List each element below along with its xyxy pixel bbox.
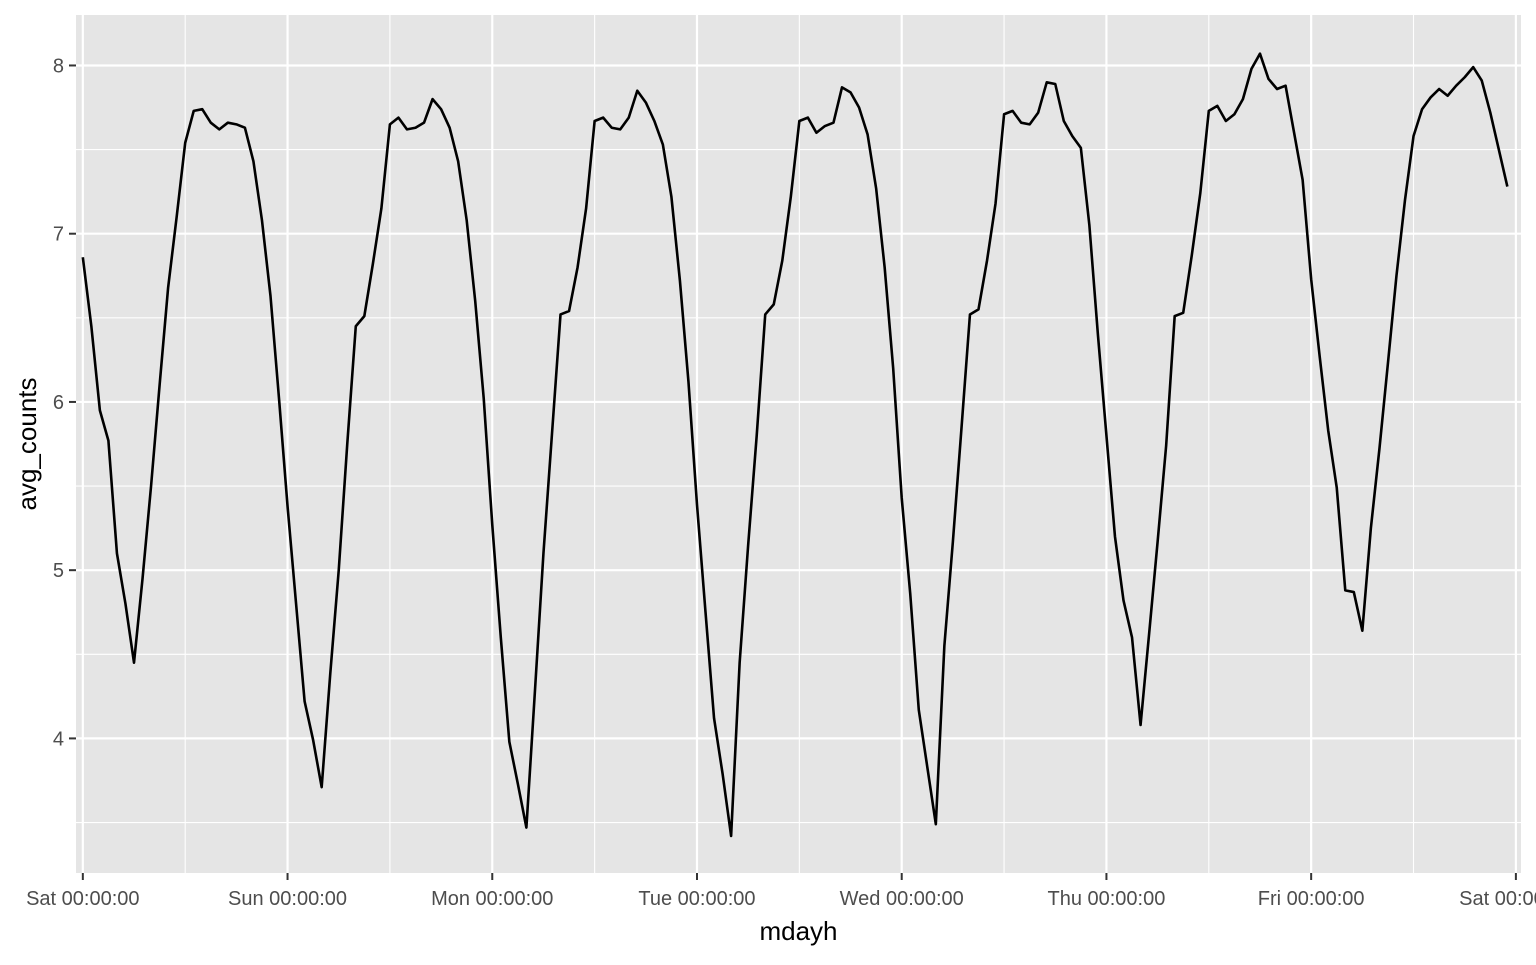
y-tick-label: 7 [53,224,64,246]
y-tick-label: 5 [53,560,64,582]
y-tick-label: 8 [53,55,64,77]
x-tick-label: Mon 00:00:00 [431,888,553,910]
y-tick-label: 4 [53,728,64,750]
x-tick-label: Thu 00:00:00 [1047,888,1165,910]
x-tick-label: Wed 00:00:00 [840,888,964,910]
x-tick-label: Sat 00:00:00 [1459,888,1536,910]
x-tick-label: Tue 00:00:00 [638,888,755,910]
plot-panel [76,15,1521,873]
x-axis: Sat 00:00:00 Sun 00:00:00 Mon 00:00:00 Tue … [26,873,1536,910]
x-axis-title: mdayh [759,916,837,946]
x-tick-label: Sat 00:00:00 [26,888,139,910]
y-axis-title: avg_counts [12,378,42,511]
y-axis: 4 5 6 7 8 [53,55,76,750]
y-tick-label: 6 [53,392,64,414]
series-line-avg-counts [81,52,1509,838]
x-tick-label: Fri 00:00:00 [1258,888,1365,910]
x-tick-label: Sun 00:00:00 [228,888,347,910]
minor-gridlines [76,15,1521,873]
